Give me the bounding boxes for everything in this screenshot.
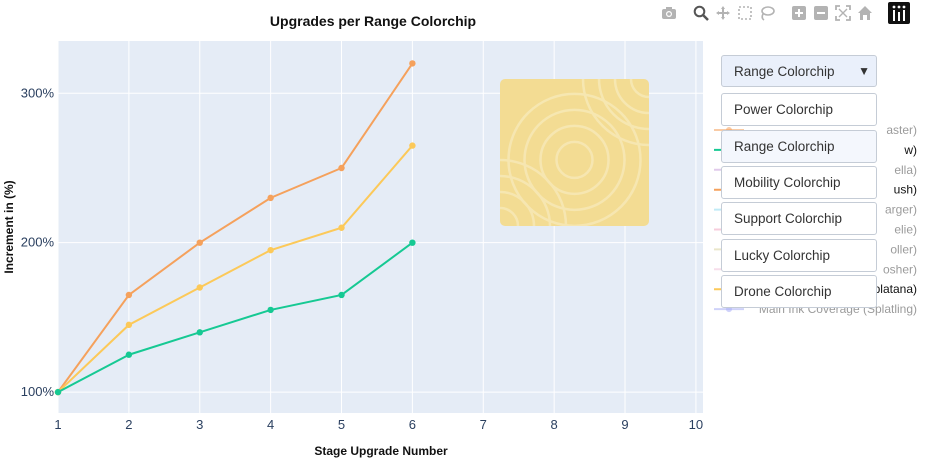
x-tick-label: 4 [267, 417, 274, 432]
data-point [267, 306, 274, 314]
dropdown-selected-label: Range Colorchip [734, 63, 835, 79]
data-point [196, 284, 203, 291]
data-point [338, 224, 345, 231]
range-colorchip-icon [500, 79, 649, 226]
data-point [267, 246, 274, 254]
legend-entry: w) [903, 143, 917, 157]
data-point [196, 329, 203, 336]
menu-item-drone-colorchip[interactable]: Drone Colorchip [721, 275, 877, 308]
y-tick-label: 200% [21, 235, 55, 250]
y-axis-label: Increment in (%) [2, 180, 16, 273]
x-tick-label: 5 [338, 417, 345, 432]
menu-item-range-colorchip[interactable]: Range Colorchip [721, 130, 877, 163]
series-line [57, 62, 414, 393]
chip-background [500, 79, 649, 226]
data-point [409, 142, 416, 149]
data-point [125, 321, 133, 329]
colorchip-dropdown[interactable]: Range Colorchip ▼ [721, 55, 877, 87]
menu-item-lucky-colorchip[interactable]: Lucky Colorchip [721, 239, 877, 272]
x-tick-label: 10 [689, 417, 703, 432]
chart-title: Upgrades per Range Colorchip [270, 13, 476, 29]
data-point [409, 60, 416, 67]
x-tick-label: 2 [125, 417, 132, 432]
legend-entry: oller) [890, 242, 917, 256]
chip-arc [507, 92, 642, 226]
zoom-out-icon[interactable] [812, 4, 830, 22]
modebar [660, 2, 910, 24]
legend-entry: ush) [894, 183, 917, 197]
x-tick-label: 8 [551, 417, 558, 432]
chip-arc [555, 140, 594, 180]
legend-entry: ella) [894, 163, 917, 177]
chevron-down-icon: ▼ [858, 64, 870, 78]
menu-item-mobility-colorchip[interactable]: Mobility Colorchip [721, 166, 877, 199]
plotly-logo-icon[interactable] [888, 2, 910, 24]
legend-entry: arger) [885, 203, 917, 217]
y-tick-label: 100% [21, 384, 55, 399]
camera-icon[interactable] [660, 4, 678, 22]
chip-pattern [500, 79, 649, 226]
data-point [54, 388, 62, 396]
x-tick-label: 1 [54, 417, 61, 432]
series-line [57, 241, 413, 393]
reset-axes-icon[interactable] [856, 4, 874, 22]
data-point [267, 194, 274, 202]
data-point [409, 239, 416, 246]
box-select-icon[interactable] [736, 4, 754, 22]
series-line [57, 144, 414, 393]
lasso-icon[interactable] [758, 4, 776, 22]
chip-arc [523, 108, 626, 212]
zoom-icon[interactable] [692, 4, 710, 22]
menu-item-support-colorchip[interactable]: Support Colorchip [721, 202, 877, 235]
data-point [125, 351, 133, 358]
menu-item-power-colorchip[interactable]: Power Colorchip [721, 93, 877, 126]
pan-icon[interactable] [714, 4, 732, 22]
autoscale-icon[interactable] [834, 4, 852, 22]
data-point [338, 164, 345, 172]
data-point [338, 291, 345, 299]
x-axis-label: Stage Upgrade Number [314, 444, 448, 458]
x-tick-label: 6 [409, 417, 416, 432]
legend-entry: elie) [894, 223, 917, 237]
zoom-in-icon[interactable] [790, 4, 808, 22]
x-tick-label: 7 [480, 417, 487, 432]
data-point [196, 239, 203, 246]
legend-entry: osher) [883, 262, 917, 276]
chip-arc [539, 124, 610, 196]
x-tick-label: 3 [196, 417, 203, 432]
data-point [125, 291, 133, 299]
y-tick-label: 300% [21, 85, 55, 100]
x-tick-label: 9 [621, 417, 628, 432]
legend-entry: aster) [886, 123, 917, 137]
